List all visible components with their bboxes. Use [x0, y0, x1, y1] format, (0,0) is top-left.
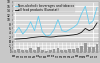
all food products (Eurostat): [81, 32, 82, 33]
all food products (Eurostat): [85, 28, 86, 29]
Bar: [57, 48, 59, 52]
Non-alcoholic beverages and tobacco: [85, 6, 86, 7]
all food products (Eurostat): [53, 36, 55, 37]
Non-alcoholic beverages and tobacco: [34, 30, 35, 31]
all food products (Eurostat): [22, 38, 23, 39]
Bar: [80, 46, 83, 52]
Bar: [33, 50, 36, 52]
all food products (Eurostat): [73, 34, 74, 35]
Bar: [25, 50, 28, 52]
Bar: [18, 49, 20, 52]
Non-alcoholic beverages and tobacco: [96, 7, 98, 8]
Non-alcoholic beverages and tobacco: [53, 29, 55, 30]
all food products (Eurostat): [69, 35, 70, 36]
all food products (Eurostat): [89, 30, 90, 31]
Bar: [29, 48, 32, 52]
Bar: [53, 49, 55, 52]
Bar: [64, 50, 67, 52]
Legend: Non-alcoholic beverages and tobacco, all food products (Eurostat): Non-alcoholic beverages and tobacco, all…: [14, 3, 75, 13]
all food products (Eurostat): [57, 36, 59, 37]
Bar: [49, 50, 52, 52]
Non-alcoholic beverages and tobacco: [57, 19, 59, 20]
Bar: [92, 47, 94, 52]
Non-alcoholic beverages and tobacco: [69, 29, 70, 30]
Bar: [88, 47, 91, 52]
Bar: [60, 50, 63, 52]
Non-alcoholic beverages and tobacco: [30, 21, 31, 22]
Bar: [76, 48, 79, 52]
Bar: [96, 44, 98, 52]
all food products (Eurostat): [26, 38, 27, 39]
all food products (Eurostat): [92, 28, 94, 29]
Non-alcoholic beverages and tobacco: [65, 31, 66, 32]
Non-alcoholic beverages and tobacco: [73, 27, 74, 28]
Bar: [84, 43, 87, 52]
all food products (Eurostat): [46, 36, 47, 37]
Bar: [45, 51, 48, 52]
Bar: [14, 50, 16, 52]
all food products (Eurostat): [77, 34, 78, 35]
Non-alcoholic beverages and tobacco: [18, 27, 20, 28]
Bar: [41, 50, 44, 52]
all food products (Eurostat): [34, 37, 35, 38]
all food products (Eurostat): [30, 37, 31, 38]
Bar: [68, 49, 71, 52]
Non-alcoholic beverages and tobacco: [61, 30, 62, 31]
all food products (Eurostat): [38, 36, 39, 37]
all food products (Eurostat): [42, 36, 43, 37]
Line: all food products (Eurostat): all food products (Eurostat): [15, 23, 97, 39]
Non-alcoholic beverages and tobacco: [38, 16, 39, 17]
Line: Non-alcoholic beverages and tobacco: Non-alcoholic beverages and tobacco: [15, 6, 97, 36]
Non-alcoholic beverages and tobacco: [46, 36, 47, 37]
Bar: [37, 47, 40, 52]
Non-alcoholic beverages and tobacco: [92, 20, 94, 21]
Non-alcoholic beverages and tobacco: [42, 31, 43, 32]
all food products (Eurostat): [65, 35, 66, 36]
all food products (Eurostat): [18, 38, 20, 39]
Bar: [72, 49, 75, 52]
Bar: [21, 50, 24, 52]
Non-alcoholic beverages and tobacco: [26, 29, 27, 30]
